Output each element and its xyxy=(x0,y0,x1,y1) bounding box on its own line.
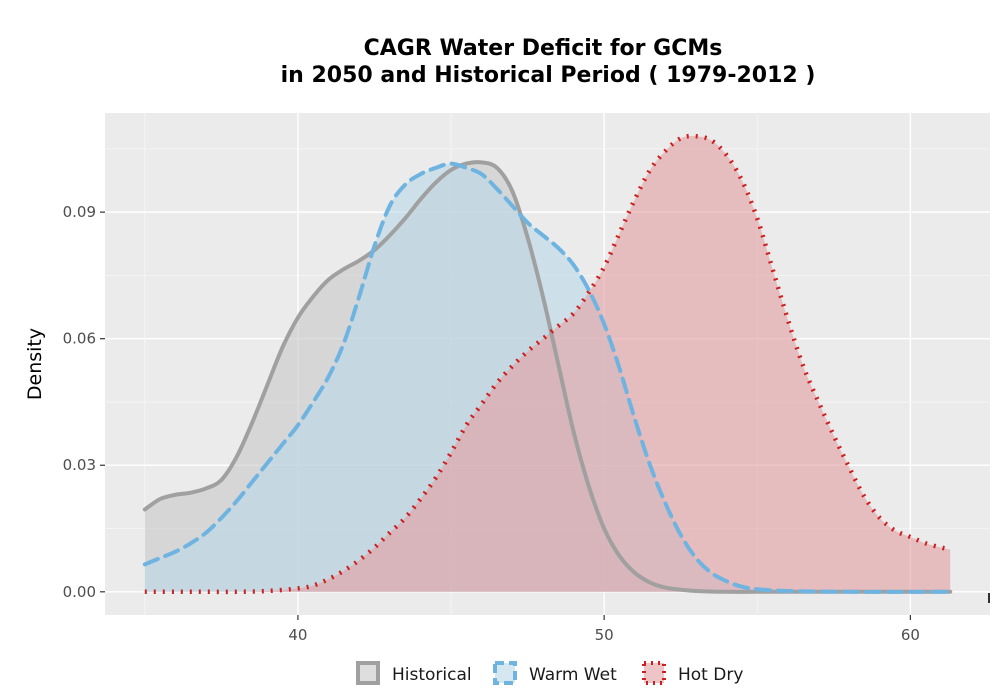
y-axis-label: Density xyxy=(24,328,46,400)
legend-label-historical: Historical xyxy=(392,665,472,685)
density-area-hot-dry xyxy=(144,136,951,592)
y-tick-label: 0.00 xyxy=(63,583,96,601)
legend: Historical Warm Wet Hot Dry xyxy=(356,661,743,685)
x-tick-label: 40 xyxy=(288,626,307,644)
axis-ticks: 40 50 60 0.00 0.03 0.06 0.09 xyxy=(63,203,990,644)
legend-key-warm-wet xyxy=(493,661,517,685)
x-tick-label: 50 xyxy=(595,626,614,644)
chart-title-line-1: CAGR Water Deficit for GCMs xyxy=(364,36,723,61)
density-line-hot-dry xyxy=(144,133,951,595)
y-tick-label: 0.03 xyxy=(63,456,96,474)
y-tick-label: 0.09 xyxy=(63,203,96,221)
legend-label-warm-wet: Warm Wet xyxy=(529,665,617,685)
legend-key-hot-dry xyxy=(642,661,666,685)
density-line-warm-wet xyxy=(142,161,953,594)
x-tick-label: 60 xyxy=(901,626,920,644)
legend-label-hot-dry: Hot Dry xyxy=(678,665,743,685)
y-tick-label: 0.06 xyxy=(63,330,96,348)
density-line-historical xyxy=(142,160,953,594)
chart-title-line-2: in 2050 and Historical Period ( 1979-201… xyxy=(281,63,816,88)
legend-key-historical xyxy=(356,661,380,685)
density-lines xyxy=(142,133,953,595)
